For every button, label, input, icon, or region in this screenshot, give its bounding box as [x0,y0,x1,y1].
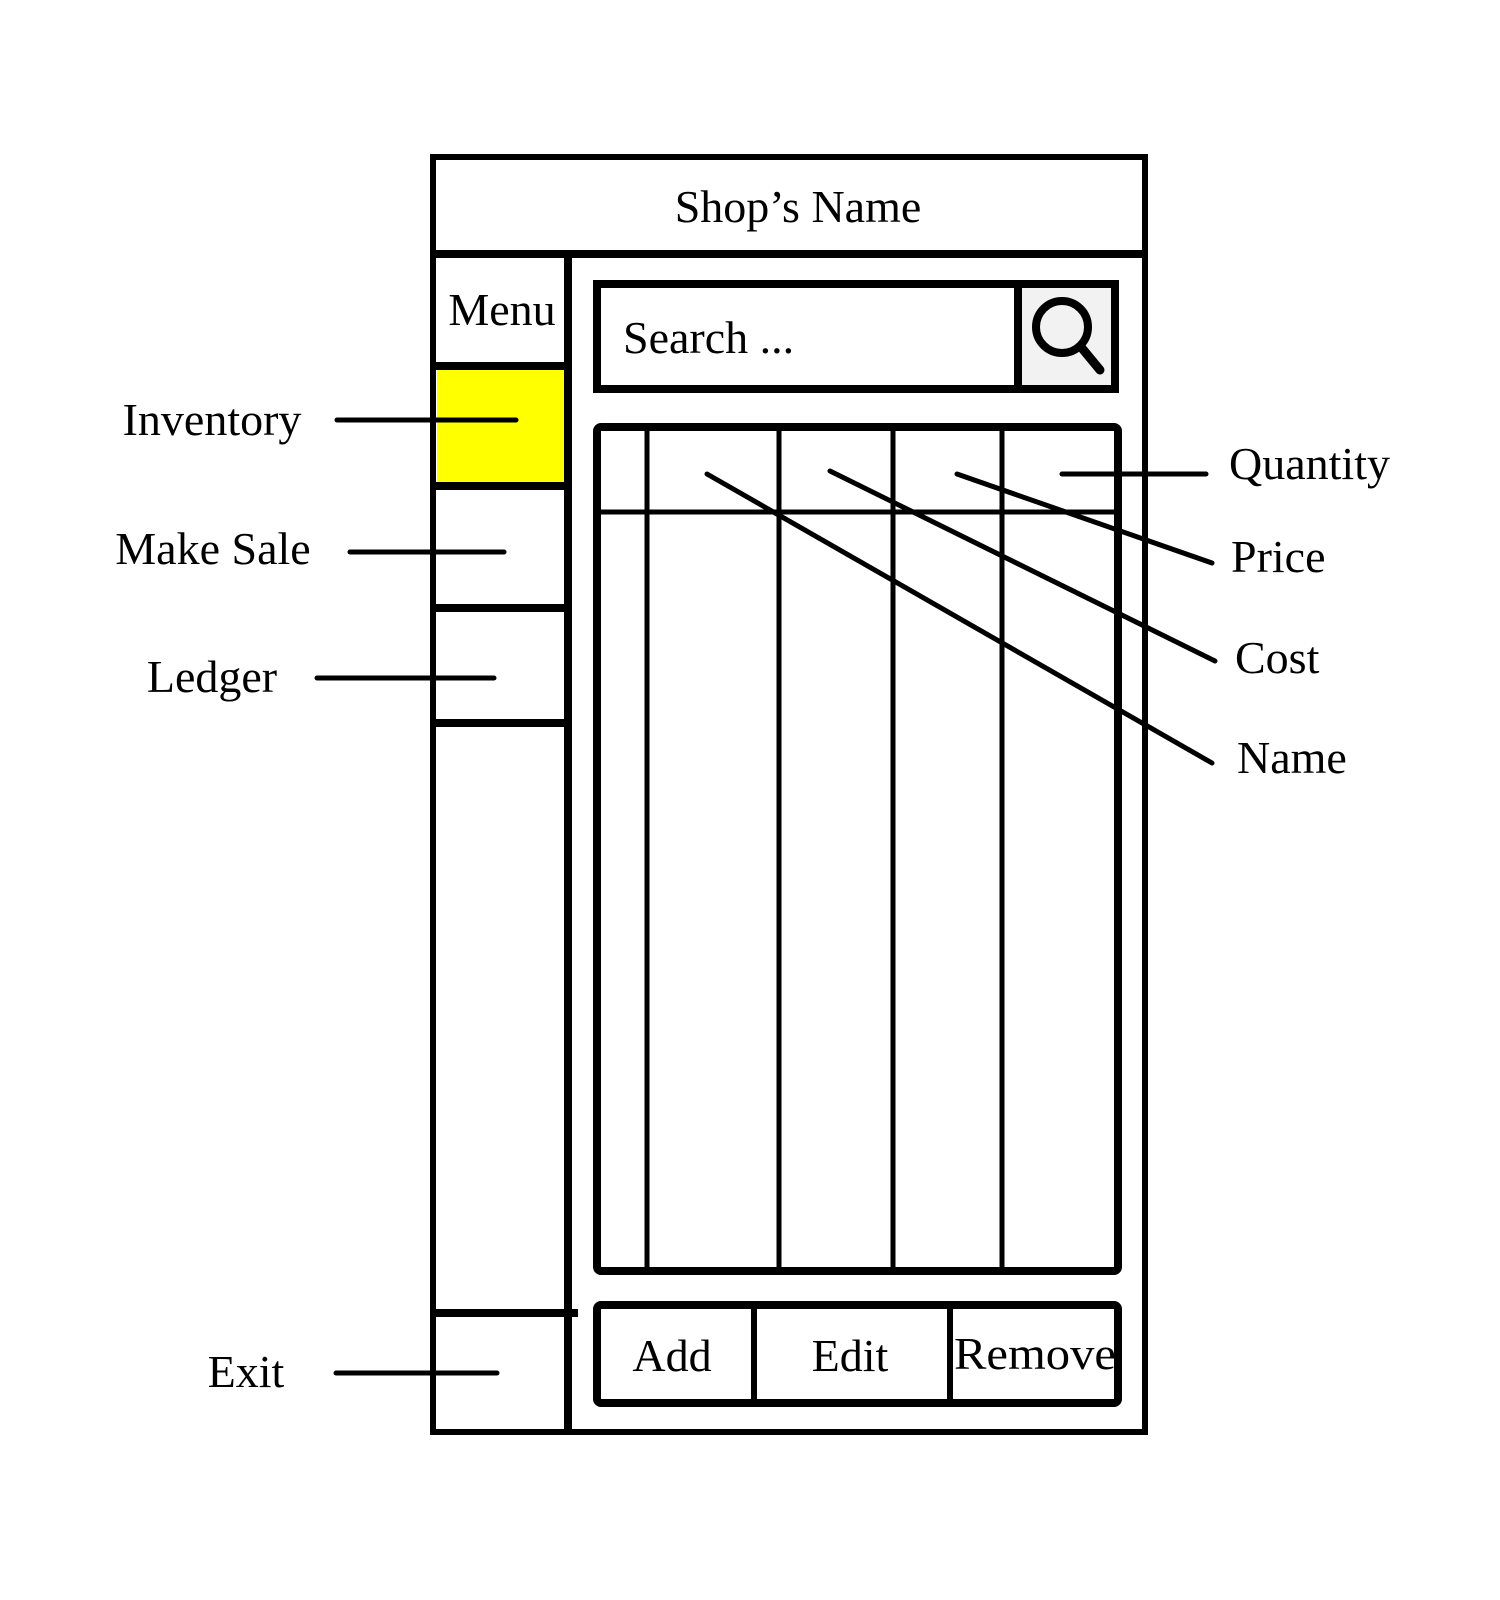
remove-button-label: Remove [954,1328,1116,1379]
search-placeholder: Search ... [623,312,794,363]
search-input[interactable] [593,280,1022,393]
app-frame [430,154,1148,1435]
sidebar-item-ledger[interactable] [437,612,564,719]
menu-label: Menu [448,284,555,335]
pointer-name [704,471,1215,766]
label-price: Price [1231,531,1326,582]
pointer-price [954,471,1215,566]
inventory-table [593,423,1122,1275]
edit-button-label: Edit [812,1330,889,1381]
label-ledger: Ledger [147,651,277,702]
column-header-name[interactable] [650,431,776,509]
column-header-price[interactable] [896,431,999,509]
app-title: Shop’s Name [675,181,922,232]
sidebar-item-inventory[interactable] [437,370,564,482]
sidebar-item-make-sale[interactable] [437,490,564,604]
label-quantity: Quantity [1229,438,1390,489]
search-icon [1032,297,1105,375]
label-inventory: Inventory [123,394,302,445]
pointer-cost [827,468,1218,664]
label-exit: Exit [208,1346,285,1397]
action-buttons-frame [593,1301,1122,1407]
label-name: Name [1237,732,1347,783]
label-make-sale: Make Sale [115,523,310,574]
add-button-label: Add [632,1330,711,1381]
column-header-cost[interactable] [782,431,890,509]
label-cost: Cost [1235,632,1320,683]
